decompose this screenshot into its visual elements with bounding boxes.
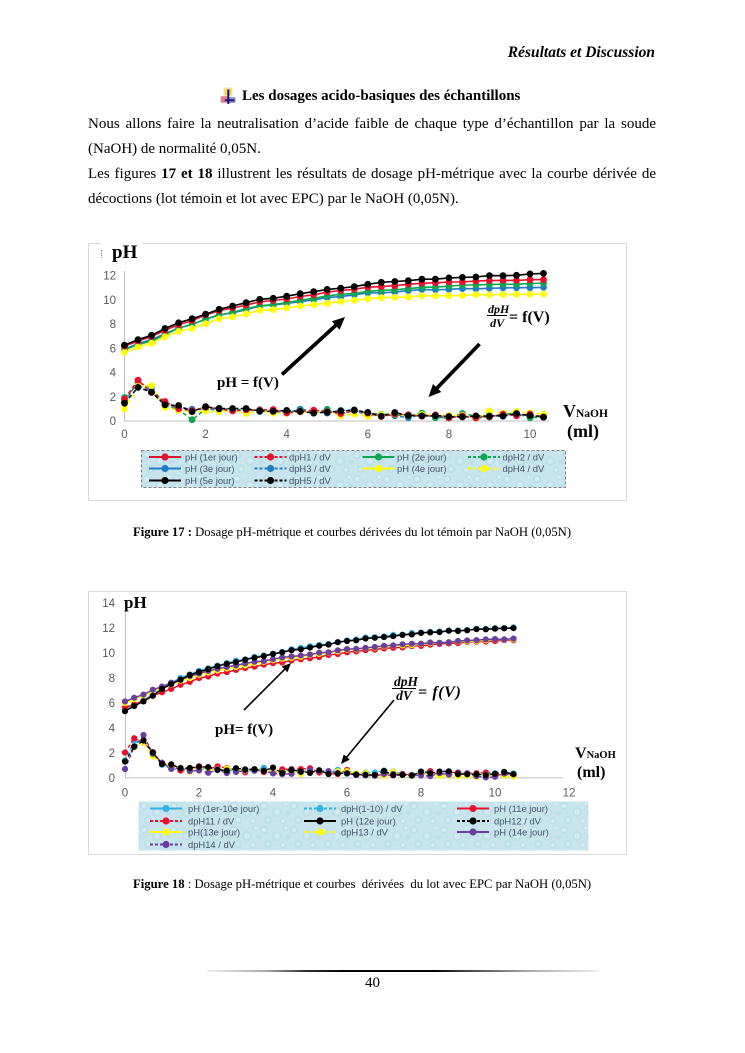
- svg-text:dpH4 / dV: dpH4 / dV: [503, 463, 545, 474]
- svg-text:pH (2e jour): pH (2e jour): [397, 452, 447, 463]
- svg-text:dpH5 / dV: dpH5 / dV: [289, 475, 331, 486]
- svg-text:dpH13 / dV: dpH13 / dV: [341, 827, 389, 838]
- svg-text:pH(13e jour): pH(13e jour): [188, 827, 240, 838]
- svg-text:dpH(1-10) / dV: dpH(1-10) / dV: [341, 803, 403, 814]
- svg-text:6: 6: [365, 429, 371, 441]
- svg-text:14: 14: [102, 598, 115, 610]
- svg-text:8: 8: [110, 319, 116, 331]
- svg-text:12: 12: [102, 623, 115, 635]
- svg-text:2: 2: [202, 429, 208, 441]
- svg-text:pH (14e jour): pH (14e jour): [494, 827, 549, 838]
- svg-text:6: 6: [110, 343, 116, 355]
- svg-text:pH (5e jour): pH (5e jour): [185, 475, 235, 486]
- svg-text:10: 10: [103, 295, 116, 307]
- svg-text:pH (11e jour): pH (11e jour): [494, 803, 548, 814]
- svg-text:4: 4: [270, 788, 277, 800]
- svg-text:pH (1er jour): pH (1er jour): [185, 452, 238, 463]
- svg-text:dpH14 / dV: dpH14 / dV: [188, 839, 236, 850]
- svg-text:2: 2: [110, 392, 116, 404]
- svg-text:0: 0: [110, 416, 116, 428]
- svg-text:10: 10: [489, 788, 502, 800]
- svg-text:4: 4: [110, 368, 117, 380]
- svg-text:2: 2: [109, 748, 115, 760]
- svg-text:pH (3e jour): pH (3e jour): [185, 463, 235, 474]
- svg-text:dpH2 / dV: dpH2 / dV: [503, 452, 545, 463]
- svg-text:10: 10: [102, 648, 115, 660]
- svg-text:12: 12: [563, 788, 576, 800]
- svg-text:8: 8: [109, 673, 115, 685]
- svg-text:pH (1er-10e jour): pH (1er-10e jour): [188, 803, 259, 814]
- svg-text:4: 4: [109, 723, 116, 735]
- svg-text:0: 0: [122, 788, 128, 800]
- svg-text:10: 10: [524, 429, 537, 441]
- svg-text:8: 8: [446, 429, 452, 441]
- svg-text:0: 0: [109, 773, 115, 785]
- svg-text:dpH12 / dV: dpH12 / dV: [494, 816, 542, 827]
- svg-text:dpH1 / dV: dpH1 / dV: [289, 452, 331, 463]
- svg-text:dpH11 / dV: dpH11 / dV: [188, 816, 235, 827]
- svg-text:dpH3 / dV: dpH3 / dV: [289, 463, 331, 474]
- svg-text:2: 2: [196, 788, 202, 800]
- svg-text:pH (4e jour): pH (4e jour): [397, 463, 447, 474]
- svg-text:0: 0: [121, 429, 127, 441]
- svg-text:12: 12: [103, 271, 116, 283]
- svg-text:8: 8: [418, 788, 424, 800]
- svg-text:pH (12e jour): pH (12e jour): [341, 816, 396, 827]
- svg-text:6: 6: [344, 788, 350, 800]
- svg-text:6: 6: [109, 698, 115, 710]
- svg-text:4: 4: [283, 429, 290, 441]
